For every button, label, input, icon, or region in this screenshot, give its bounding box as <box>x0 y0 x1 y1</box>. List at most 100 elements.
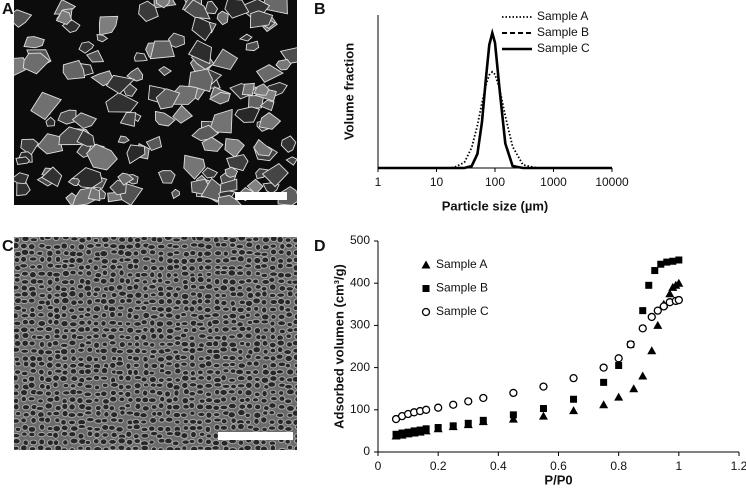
pore <box>20 290 29 298</box>
pore <box>236 375 246 382</box>
pore <box>133 321 143 327</box>
pore <box>221 355 230 361</box>
pore <box>37 368 45 376</box>
pore <box>253 381 261 389</box>
pore <box>38 423 46 431</box>
pore <box>156 306 165 313</box>
pore <box>44 416 52 424</box>
pore <box>197 437 204 444</box>
pore <box>219 346 229 353</box>
pore <box>228 377 236 383</box>
pore <box>84 383 93 390</box>
pore <box>182 327 190 334</box>
pore <box>230 423 237 431</box>
pore <box>165 397 174 405</box>
pore <box>196 275 205 284</box>
pore <box>77 432 85 440</box>
pore <box>173 326 183 332</box>
pore <box>29 409 37 417</box>
pore <box>277 418 284 426</box>
pore <box>236 285 244 291</box>
pore <box>284 383 294 390</box>
pore <box>157 290 165 298</box>
pore <box>158 341 166 347</box>
pore <box>196 305 204 312</box>
pore <box>29 355 37 363</box>
grain <box>234 106 261 123</box>
grain <box>280 135 297 153</box>
pore <box>109 444 117 450</box>
pore <box>14 426 22 432</box>
pore <box>254 291 262 298</box>
pore <box>101 432 109 438</box>
pore <box>188 353 196 362</box>
pore <box>147 244 156 251</box>
pore <box>173 446 182 450</box>
pore <box>246 360 253 367</box>
y-tick-label: 400 <box>350 275 370 289</box>
pore <box>28 446 37 450</box>
pore <box>43 237 52 241</box>
pore <box>94 404 102 412</box>
pore <box>213 286 220 292</box>
pore <box>212 352 222 361</box>
pore <box>164 437 173 445</box>
pore <box>221 278 230 285</box>
pore <box>180 264 189 272</box>
pore <box>174 298 182 306</box>
pore <box>86 319 93 326</box>
pore <box>52 318 60 326</box>
pore <box>142 311 151 320</box>
pore <box>268 264 277 272</box>
pore <box>156 356 166 363</box>
pore <box>134 396 143 404</box>
pore <box>157 255 165 263</box>
pore <box>14 340 22 348</box>
pore <box>183 305 190 312</box>
y-tick-label: 300 <box>350 318 370 332</box>
pore <box>22 360 30 368</box>
pore <box>181 396 190 405</box>
pore <box>84 398 94 405</box>
pore <box>102 242 110 249</box>
pore <box>293 362 297 369</box>
pore <box>245 269 253 277</box>
pore <box>292 256 297 264</box>
marker-square <box>416 426 424 434</box>
pore <box>14 445 20 450</box>
pore <box>269 299 278 305</box>
pore <box>85 269 93 277</box>
pore <box>276 292 286 298</box>
marker-circle <box>434 403 443 412</box>
marker-square <box>663 258 671 266</box>
pore <box>262 327 270 333</box>
pore <box>134 299 143 305</box>
marker-square <box>509 411 517 419</box>
pore <box>221 383 231 389</box>
pore <box>261 389 268 398</box>
pore <box>14 390 20 397</box>
pore <box>141 405 150 412</box>
pore <box>61 369 69 376</box>
pore <box>244 412 251 419</box>
pore <box>277 424 285 431</box>
pore <box>203 313 212 319</box>
pore <box>21 237 30 243</box>
grain <box>23 36 45 49</box>
pore <box>229 242 237 248</box>
pore <box>269 396 278 402</box>
pore <box>269 444 277 450</box>
pore <box>205 433 213 439</box>
y-tick-label: 200 <box>350 360 370 374</box>
pore <box>134 291 143 299</box>
pore <box>157 265 165 272</box>
pore <box>189 291 198 297</box>
pore <box>126 424 134 430</box>
grain <box>259 99 275 112</box>
pore <box>76 299 85 305</box>
pore <box>140 305 148 311</box>
pore <box>206 335 215 341</box>
pore <box>141 396 150 404</box>
marker-square <box>657 260 665 268</box>
pore <box>189 430 197 439</box>
